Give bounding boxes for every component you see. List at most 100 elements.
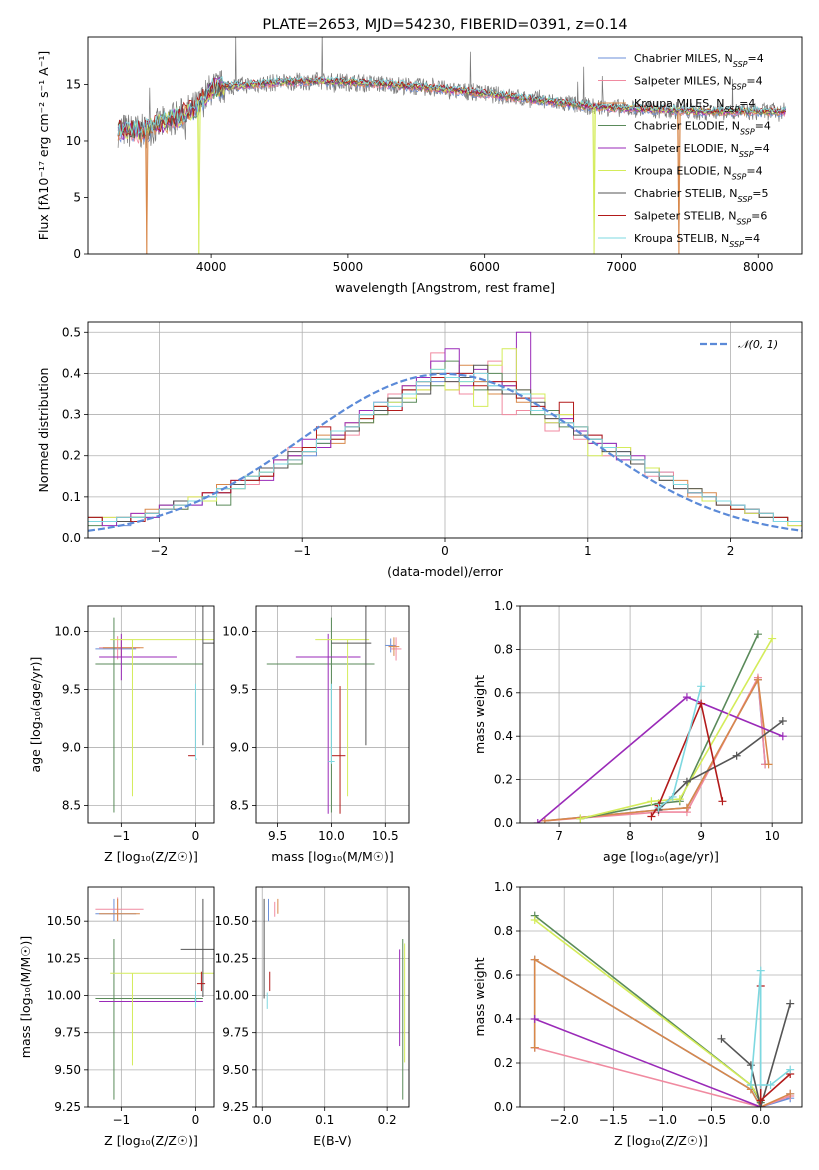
y-tick-label: 0.2 — [62, 449, 81, 463]
panel-age-vs-mass: 9.5 10.0 10.5 8.5 9.0 9.5 10.0 mass [log₁₀(M/M☉… — [222, 605, 410, 864]
plot-area-weight-vs-age — [520, 606, 802, 823]
plot-area-age-vs-mass — [256, 606, 409, 823]
y-tick-label: 8.5 — [62, 799, 81, 813]
panel-weight-vs-age: 7 8 9 10 0.0 0.2 0.4 0.6 0.8 1.0 age [log₁₀(age/yr… — [472, 599, 803, 864]
weight-marker — [668, 792, 677, 801]
y-tick-label: 8.5 — [230, 799, 249, 813]
weight-line-chabrier-miles — [540, 675, 770, 823]
y-tick-label: 9.25 — [54, 1100, 81, 1114]
weight-marker — [753, 630, 762, 639]
weight-marker — [697, 682, 706, 691]
x-tick-label: 7 — [555, 829, 563, 843]
legend-label-salpeter-miles: Salpeter MILES, NSSP=4 — [634, 75, 763, 92]
weight-marker — [766, 1081, 775, 1089]
weight-marker — [768, 634, 777, 643]
errorbar-salpeter-miles — [390, 637, 402, 661]
weight-marker — [778, 732, 787, 741]
x-axis-label: Z [log₁₀(Z/Z☉)] — [104, 849, 198, 864]
plot-area-residuals — [88, 322, 802, 538]
axes-frame — [87, 321, 803, 539]
y-tick-label: 10.00 — [215, 989, 249, 1003]
weight-marker — [786, 1065, 795, 1074]
weight-line-salpeter-miles — [540, 673, 770, 823]
y-tick-label: 0.6 — [494, 968, 513, 982]
plot-area-mass-vs-EBV — [256, 887, 409, 1107]
x-tick-label: −2 — [151, 544, 169, 558]
weight-marker — [753, 675, 762, 684]
y-tick-label: 9.5 — [62, 683, 81, 697]
plot-area-age-vs-Z — [88, 606, 214, 823]
weight-marker — [530, 1043, 539, 1052]
errorbar-chabrier-miles — [95, 639, 137, 659]
weight-marker — [732, 751, 741, 760]
weight-marker — [746, 1081, 755, 1089]
panel-mass-vs-Z: −1 0 9.25 9.50 9.75 10.00 10.25 10.50 Z [log₁₀(Z… — [18, 886, 215, 1148]
y-axis-label: Flux [fλ10⁻¹⁷ erg cm⁻² s⁻¹ A⁻¹] — [36, 51, 51, 240]
weight-marker — [576, 814, 585, 823]
weight-marker — [654, 803, 663, 812]
model-line-chabrier-stelib — [117, 77, 786, 140]
x-tick-label: 10.0 — [318, 829, 345, 843]
x-tick-label: −1 — [293, 544, 311, 558]
weight-marker — [756, 1096, 765, 1105]
x-tick-label: 0 — [192, 1113, 200, 1127]
panel-spectrum: 4000 5000 6000 7000 8000 0 5 10 15 wavelength [An… — [36, 17, 803, 295]
weight-marker — [718, 797, 727, 806]
x-tick-label: 4000 — [196, 260, 227, 274]
errorbar-salpeter-stelib — [188, 691, 196, 757]
y-tick-label: 9.0 — [230, 741, 249, 755]
errorbar-kroupa-stelib — [193, 991, 197, 1008]
legend-label-kroupa-elodie: Kroupa ELODIE, NSSP=4 — [634, 165, 763, 182]
y-tick-label: 10.25 — [215, 951, 249, 965]
legend-label-chabrier-elodie: Chabrier ELODIE, NSSP=4 — [634, 120, 771, 137]
weight-marker — [540, 816, 549, 823]
y-axis-label: Normed distribution — [36, 368, 51, 493]
y-axis-label: mass weight — [472, 957, 487, 1036]
y-tick-label: 0.1 — [62, 490, 81, 504]
y-tick-label: 9.50 — [222, 1063, 249, 1077]
axes-frame — [255, 605, 410, 824]
weight-marker — [530, 916, 539, 924]
axes-frame — [255, 886, 410, 1108]
y-tick-label: 0.8 — [494, 924, 513, 938]
histogram-kroupa-stelib — [88, 368, 802, 523]
errorbar-kroupa-stelib — [194, 683, 197, 760]
axes-frame — [87, 886, 215, 1108]
errorbar-chabrier-stelib — [180, 898, 214, 997]
y-tick-label: 0.4 — [62, 366, 81, 380]
x-tick-label: 0.1 — [315, 1113, 334, 1127]
errorbar-kroupa-elodie — [110, 639, 214, 797]
weight-marker — [530, 955, 539, 964]
y-tick-label: 1.0 — [494, 599, 513, 613]
weight-marker — [682, 777, 691, 786]
x-tick-label: −1 — [113, 1113, 131, 1127]
x-tick-label: 9 — [697, 829, 705, 843]
legend-label-chabrier-stelib: Chabrier STELIB, NSSP=5 — [634, 187, 768, 204]
weight-marker — [717, 1034, 726, 1043]
y-axis-label: age [log₁₀(age/yr)] — [28, 657, 43, 773]
y-axis-label: mass weight — [472, 675, 487, 754]
errorbar-chabrier-miles — [95, 898, 137, 922]
x-axis-label: E(B-V) — [313, 1133, 352, 1148]
weight-line-kroupa-stelib — [654, 682, 706, 812]
y-tick-label: 15 — [66, 77, 81, 91]
x-tick-label: 0.0 — [253, 1113, 272, 1127]
legend-label-normal: 𝒩(0, 1) — [738, 338, 778, 351]
plot-area-mass-vs-Z — [88, 887, 214, 1107]
y-tick-label: 5 — [73, 190, 81, 204]
errorbar-kroupa-stelib — [328, 683, 335, 764]
weight-marker — [675, 795, 684, 804]
y-tick-label: 10.00 — [47, 989, 81, 1003]
x-axis-label: wavelength [Angstrom, rest frame] — [335, 280, 555, 295]
weight-line-salpeter-elodie — [533, 693, 787, 823]
x-tick-label: −2.0 — [550, 1113, 579, 1127]
weight-marker — [756, 1081, 765, 1089]
errorbar-salpeter-stelib — [196, 971, 206, 992]
weight-marker — [682, 693, 691, 702]
x-tick-label: 6000 — [469, 260, 500, 274]
x-tick-label: 1 — [584, 544, 592, 558]
axes-frame — [519, 886, 803, 1108]
weight-marker — [764, 760, 773, 769]
y-tick-label: 0.0 — [62, 531, 81, 545]
